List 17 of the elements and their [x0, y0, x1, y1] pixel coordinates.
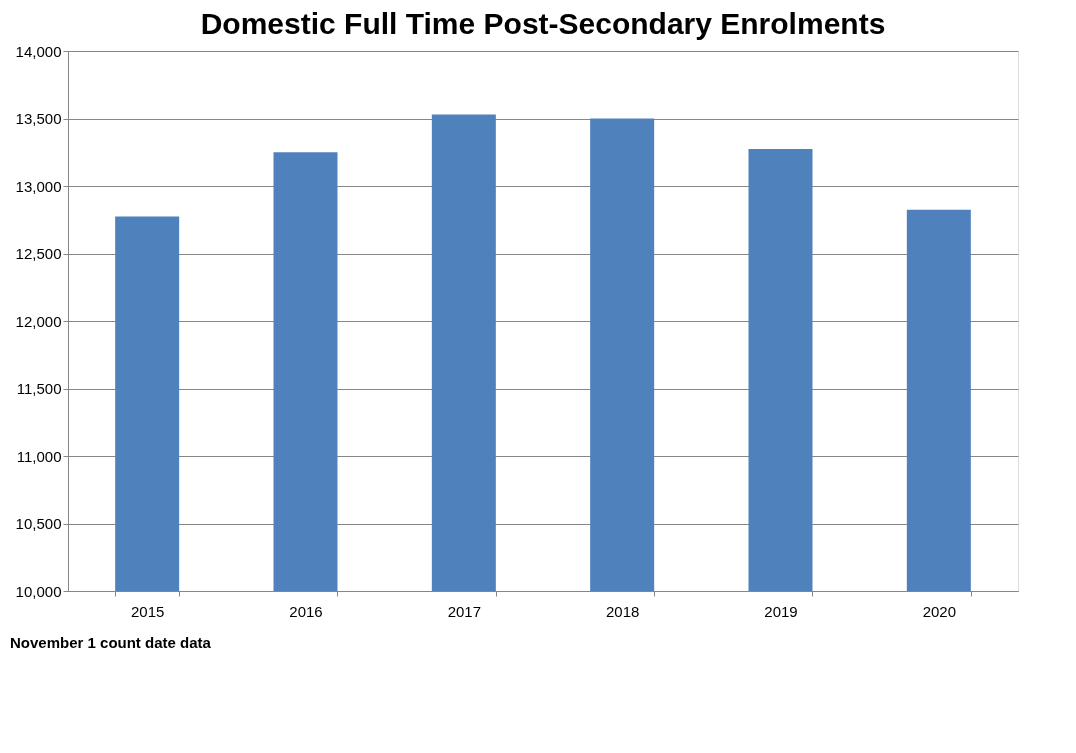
y-tick-label: 11,000 [16, 447, 62, 465]
y-tick-label: 10,000 [15, 582, 62, 600]
text: November 1 count date data [10, 634, 212, 651]
y-tick-label: 10,500 [15, 515, 62, 532]
chart-title: Domestic Full Time Post-Secondary Enrolments [200, 7, 886, 40]
x-tick-label: 2019 [764, 602, 798, 620]
x-tick-label: 2016 [289, 602, 323, 620]
x-tick-label: 2015 [130, 602, 165, 620]
x-tick-label: 2020 [922, 602, 957, 620]
x-tick-label: 2017 [447, 602, 482, 620]
y-tick-label: 13,500 [15, 110, 62, 127]
y-tick-label: 12,500 [15, 245, 62, 262]
y-tick-label: 11,500 [16, 380, 62, 397]
x-tick-label: 2018 [605, 602, 640, 620]
y-tick-label: 14,000 [15, 42, 62, 60]
y-tick-label: 12,000 [15, 312, 62, 330]
y-tick-label: 13,000 [15, 177, 62, 195]
